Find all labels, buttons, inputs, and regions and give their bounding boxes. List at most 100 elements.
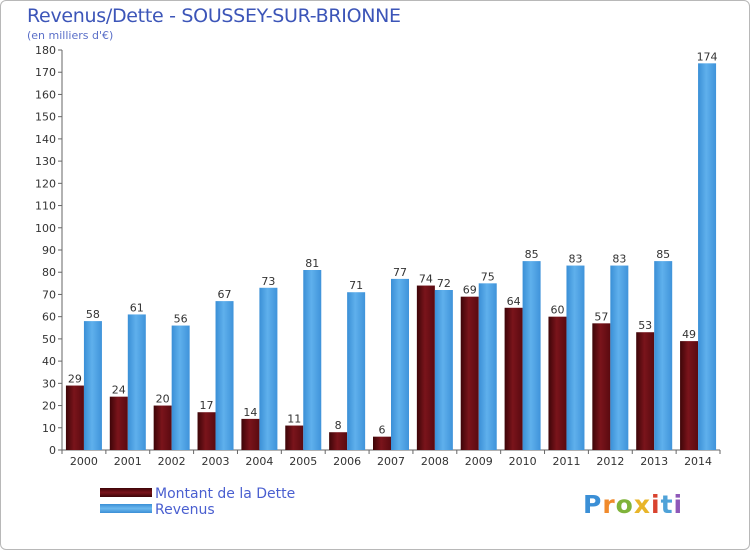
- bar-revenus: [522, 261, 541, 450]
- bar-dette: [65, 385, 84, 450]
- bar-dette-label: 6: [379, 424, 386, 437]
- x-tick-label: 2005: [289, 455, 317, 468]
- bar-revenus-label: 83: [612, 253, 626, 266]
- bar-dette: [241, 418, 260, 450]
- bar-revenus: [391, 278, 409, 450]
- bar-revenus: [303, 270, 322, 450]
- bar-dette: [548, 316, 567, 450]
- proxiti-logo: Proxiti: [583, 490, 684, 519]
- bar-dette: [416, 285, 435, 450]
- legend-label-revenus: Revenus: [155, 502, 215, 518]
- bar-dette-label: 24: [112, 384, 126, 397]
- bar-revenus: [347, 292, 366, 450]
- y-tick-label: 170: [35, 66, 56, 79]
- y-tick-label: 100: [35, 222, 56, 235]
- bar-revenus: [259, 287, 278, 450]
- y-tick-label: 180: [35, 44, 56, 57]
- x-tick-label: 2003: [202, 455, 230, 468]
- x-tick-label: 2009: [465, 455, 493, 468]
- data-labels: 29 24 20 17 14 11 8 6 74 69 64 60 57 53 49 58 61 56 67 73 81…: [68, 50, 718, 436]
- bar-revenus: [478, 283, 497, 450]
- bar-dette-label: 17: [200, 399, 214, 412]
- bar-revenus-label: 83: [568, 253, 582, 266]
- legend-swatch-revenus: [100, 504, 152, 513]
- bar-dette: [460, 296, 479, 450]
- bar-revenus: [215, 301, 234, 450]
- y-tick-label: 150: [35, 111, 56, 124]
- chart-subtitle: (en milliers d'€): [27, 29, 114, 42]
- bar-dette-label: 60: [550, 304, 564, 317]
- bar-revenus-label: 81: [305, 257, 319, 270]
- y-tick-label: 70: [42, 288, 56, 301]
- x-tick-label: 2014: [684, 455, 712, 468]
- legend-label-dette: Montant de la Dette: [155, 486, 296, 502]
- x-tick-label: 2002: [158, 455, 186, 468]
- bar-dette-label: 64: [507, 295, 521, 308]
- bar-dette-label: 69: [463, 284, 477, 297]
- bar-revenus-label: 77: [393, 266, 407, 279]
- x-tick-label: 2006: [333, 455, 361, 468]
- bar-revenus-label: 73: [261, 275, 275, 288]
- y-tick-label: 80: [42, 266, 56, 279]
- x-tick-label: 2011: [552, 455, 580, 468]
- bar-dette-label: 53: [638, 319, 652, 332]
- bar-revenus-label: 61: [130, 301, 144, 314]
- y-tick-label: 90: [42, 244, 56, 257]
- bar-dette-label: 57: [594, 310, 608, 323]
- y-tick-label: 40: [42, 355, 56, 368]
- bar-revenus: [127, 314, 146, 450]
- bar-dette: [504, 307, 523, 450]
- bar-dette-label: 49: [682, 328, 696, 341]
- bar-dette: [636, 332, 655, 450]
- bar-revenus-label: 85: [525, 248, 539, 261]
- bar-dette: [153, 405, 172, 450]
- bar-revenus: [610, 265, 629, 450]
- y-tick-label: 0: [49, 444, 56, 457]
- bar-dette-label: 8: [335, 419, 342, 432]
- bar-revenus-label: 85: [656, 248, 670, 261]
- x-tick-label: 2007: [377, 455, 405, 468]
- bar-revenus-label: 58: [86, 308, 100, 321]
- x-tick-label: 2004: [245, 455, 273, 468]
- x-tick-label: 2001: [114, 455, 142, 468]
- bar-dette-label: 29: [68, 373, 82, 386]
- bar-dette: [285, 425, 304, 450]
- bars: [65, 63, 717, 450]
- y-tick-label: 20: [42, 400, 56, 413]
- x-tick-label: 2013: [640, 455, 668, 468]
- bar-revenus: [698, 63, 717, 450]
- y-tick-label: 60: [42, 311, 56, 324]
- y-tick-label: 30: [42, 377, 56, 390]
- bar-revenus-label: 56: [174, 313, 188, 326]
- bar-dette: [109, 396, 128, 450]
- bar-revenus: [83, 321, 102, 450]
- bar-dette-label: 14: [243, 406, 257, 419]
- bar-dette: [197, 412, 216, 450]
- bar-dette: [592, 323, 611, 450]
- bar-revenus: [434, 290, 453, 450]
- x-tick-label: 2012: [596, 455, 624, 468]
- x-tick-label: 2010: [509, 455, 537, 468]
- bar-dette: [680, 341, 699, 450]
- x-tick-label: 2008: [421, 455, 449, 468]
- bar-dette-label: 74: [419, 273, 433, 286]
- chart-title: Revenus/Dette - SOUSSEY-SUR-BRIONNE: [27, 5, 401, 27]
- bar-revenus-label: 174: [697, 50, 718, 63]
- y-tick-label: 140: [35, 133, 56, 146]
- y-tick-label: 160: [35, 88, 56, 101]
- y-tick-label: 110: [35, 200, 56, 213]
- bar-revenus: [566, 265, 585, 450]
- bar-revenus-label: 75: [481, 270, 495, 283]
- x-tick-label: 2000: [70, 455, 98, 468]
- bar-revenus-label: 67: [218, 288, 232, 301]
- y-tick-label: 10: [42, 422, 56, 435]
- y-tick-label: 50: [42, 333, 56, 346]
- bar-revenus-label: 72: [437, 277, 451, 290]
- y-tick-label: 130: [35, 155, 56, 168]
- bar-revenus: [654, 261, 673, 450]
- bar-dette-label: 11: [287, 413, 301, 426]
- legend-swatch-dette: [100, 488, 152, 497]
- bar-dette-label: 20: [156, 393, 170, 406]
- bar-dette: [373, 436, 391, 450]
